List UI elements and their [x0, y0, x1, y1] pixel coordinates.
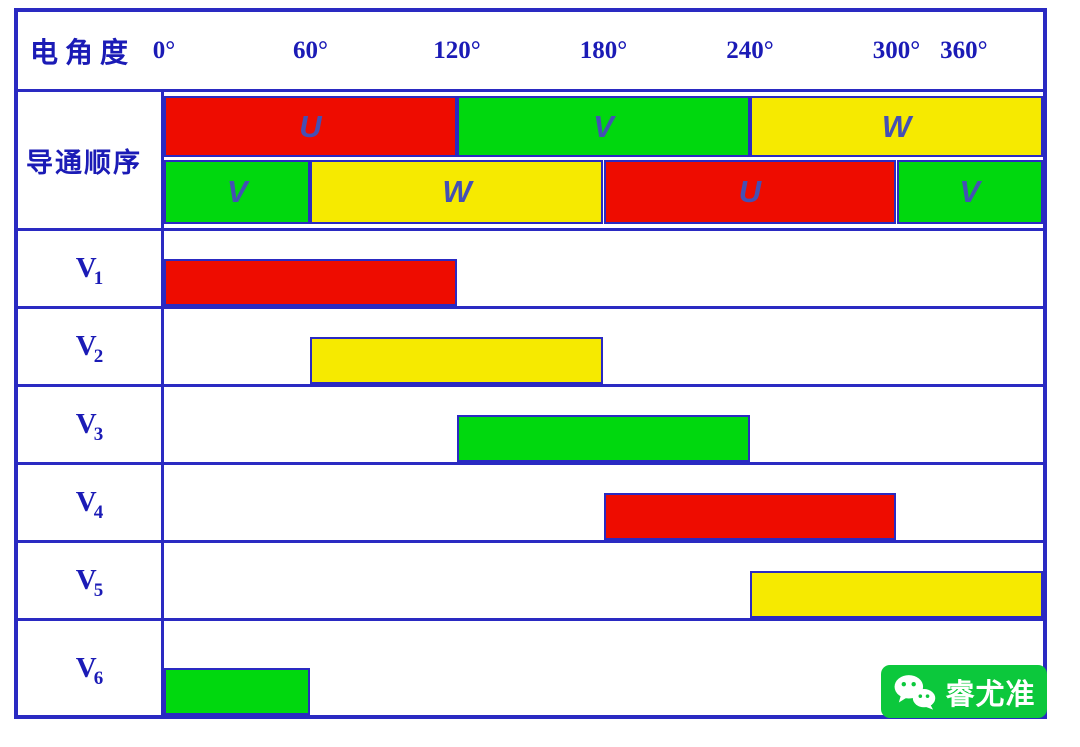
label-cell-v6: V6: [18, 621, 164, 715]
label-cell-v1: V1: [18, 231, 164, 306]
axis-tick-60deg: 60°: [292, 36, 328, 64]
electrical-angle-label: 电角度: [30, 37, 136, 69]
phase-letter-u: U: [299, 108, 322, 144]
phase-letter-u: U: [738, 174, 762, 209]
axis-tick-180deg: 180°: [579, 36, 628, 64]
switch-label-v6: V6: [75, 651, 104, 689]
electrical-angle-header-row: 电角度 0° 60° 120° 180° 240° 300° 360°: [18, 12, 1043, 92]
axis-tick-360deg: 360°: [940, 36, 988, 64]
row-v4: V4: [18, 465, 1043, 543]
switch-label-v5: V5: [75, 564, 104, 601]
row-v3: V3: [18, 387, 1043, 465]
axis-tick-120deg: 120°: [433, 36, 481, 64]
v6-conduction-bar-0-60: [164, 668, 311, 715]
chart-cell-v2: [164, 309, 1043, 384]
chart-cell-v4: [164, 465, 1043, 540]
switch-label-v3: V3: [75, 408, 104, 445]
v5-conduction-bar-240-360: [749, 571, 1043, 618]
timing-table: 电角度 0° 60° 120° 180° 240° 300° 360° 导通顺序 U V W V W…: [14, 8, 1047, 719]
wechat-icon: [895, 674, 936, 710]
label-cell-v3: V3: [18, 387, 164, 462]
v2-conduction-bar-60-180: [310, 337, 604, 384]
chart-cell-v3: [164, 387, 1043, 462]
conduction-upper-segment-u: U: [164, 96, 457, 157]
watermark-badge: 睿尤准: [881, 665, 1047, 718]
conduction-lower-segment-v: V: [896, 160, 1043, 224]
label-cell-v5: V5: [18, 543, 164, 618]
chart-cell-v1: [164, 231, 1043, 306]
phase-letter-v: V: [226, 174, 248, 209]
v4-conduction-bar-180-300: [603, 493, 897, 540]
axis-tick-0deg: 0°: [152, 36, 176, 64]
switch-label-v1: V1: [75, 252, 104, 289]
switch-label-v4: V4: [75, 486, 104, 523]
label-cell-v2: V2: [18, 309, 164, 384]
phase-letter-w: W: [881, 108, 912, 144]
angle-axis: 0° 60° 120° 180° 240° 300° 360°: [153, 12, 1043, 89]
conduction-sequence-row: 导通顺序 U V W V W U V: [18, 92, 1043, 231]
conduction-upper-segment-w: W: [749, 96, 1043, 157]
conduction-lower-segment-v: V: [164, 160, 311, 224]
conduction-sequence-label: 导通顺序: [26, 147, 142, 178]
row-v2: V2: [18, 309, 1043, 387]
watermark-text: 睿尤准: [945, 678, 1036, 711]
phase-letter-v: V: [593, 108, 614, 144]
row-v1: V1: [18, 231, 1043, 309]
switch-label-v2: V2: [75, 330, 104, 367]
electrical-angle-label-cell: 电角度: [18, 12, 164, 89]
conduction-lower-segment-w: W: [310, 160, 604, 224]
phase-letter-v: V: [959, 174, 981, 209]
conduction-upper-segment-v: V: [456, 96, 750, 157]
chart-cell-v5: [164, 543, 1043, 618]
conduction-lower-segment-u: U: [603, 160, 897, 224]
phase-letter-w: W: [442, 174, 472, 209]
switch-rows-container: V1 V2 V3 V4 V5 V6: [18, 231, 1043, 715]
axis-tick-240deg: 240°: [726, 36, 774, 64]
label-cell-v4: V4: [18, 465, 164, 540]
axis-tick-300deg: 300°: [872, 36, 921, 64]
v1-conduction-bar-0-120: [164, 259, 457, 306]
conduction-sequence-chart: U V W V W U V: [164, 92, 1043, 228]
row-v5: V5: [18, 543, 1043, 621]
conduction-sequence-label-cell: 导通顺序: [18, 92, 164, 228]
v3-conduction-bar-120-240: [456, 415, 750, 462]
